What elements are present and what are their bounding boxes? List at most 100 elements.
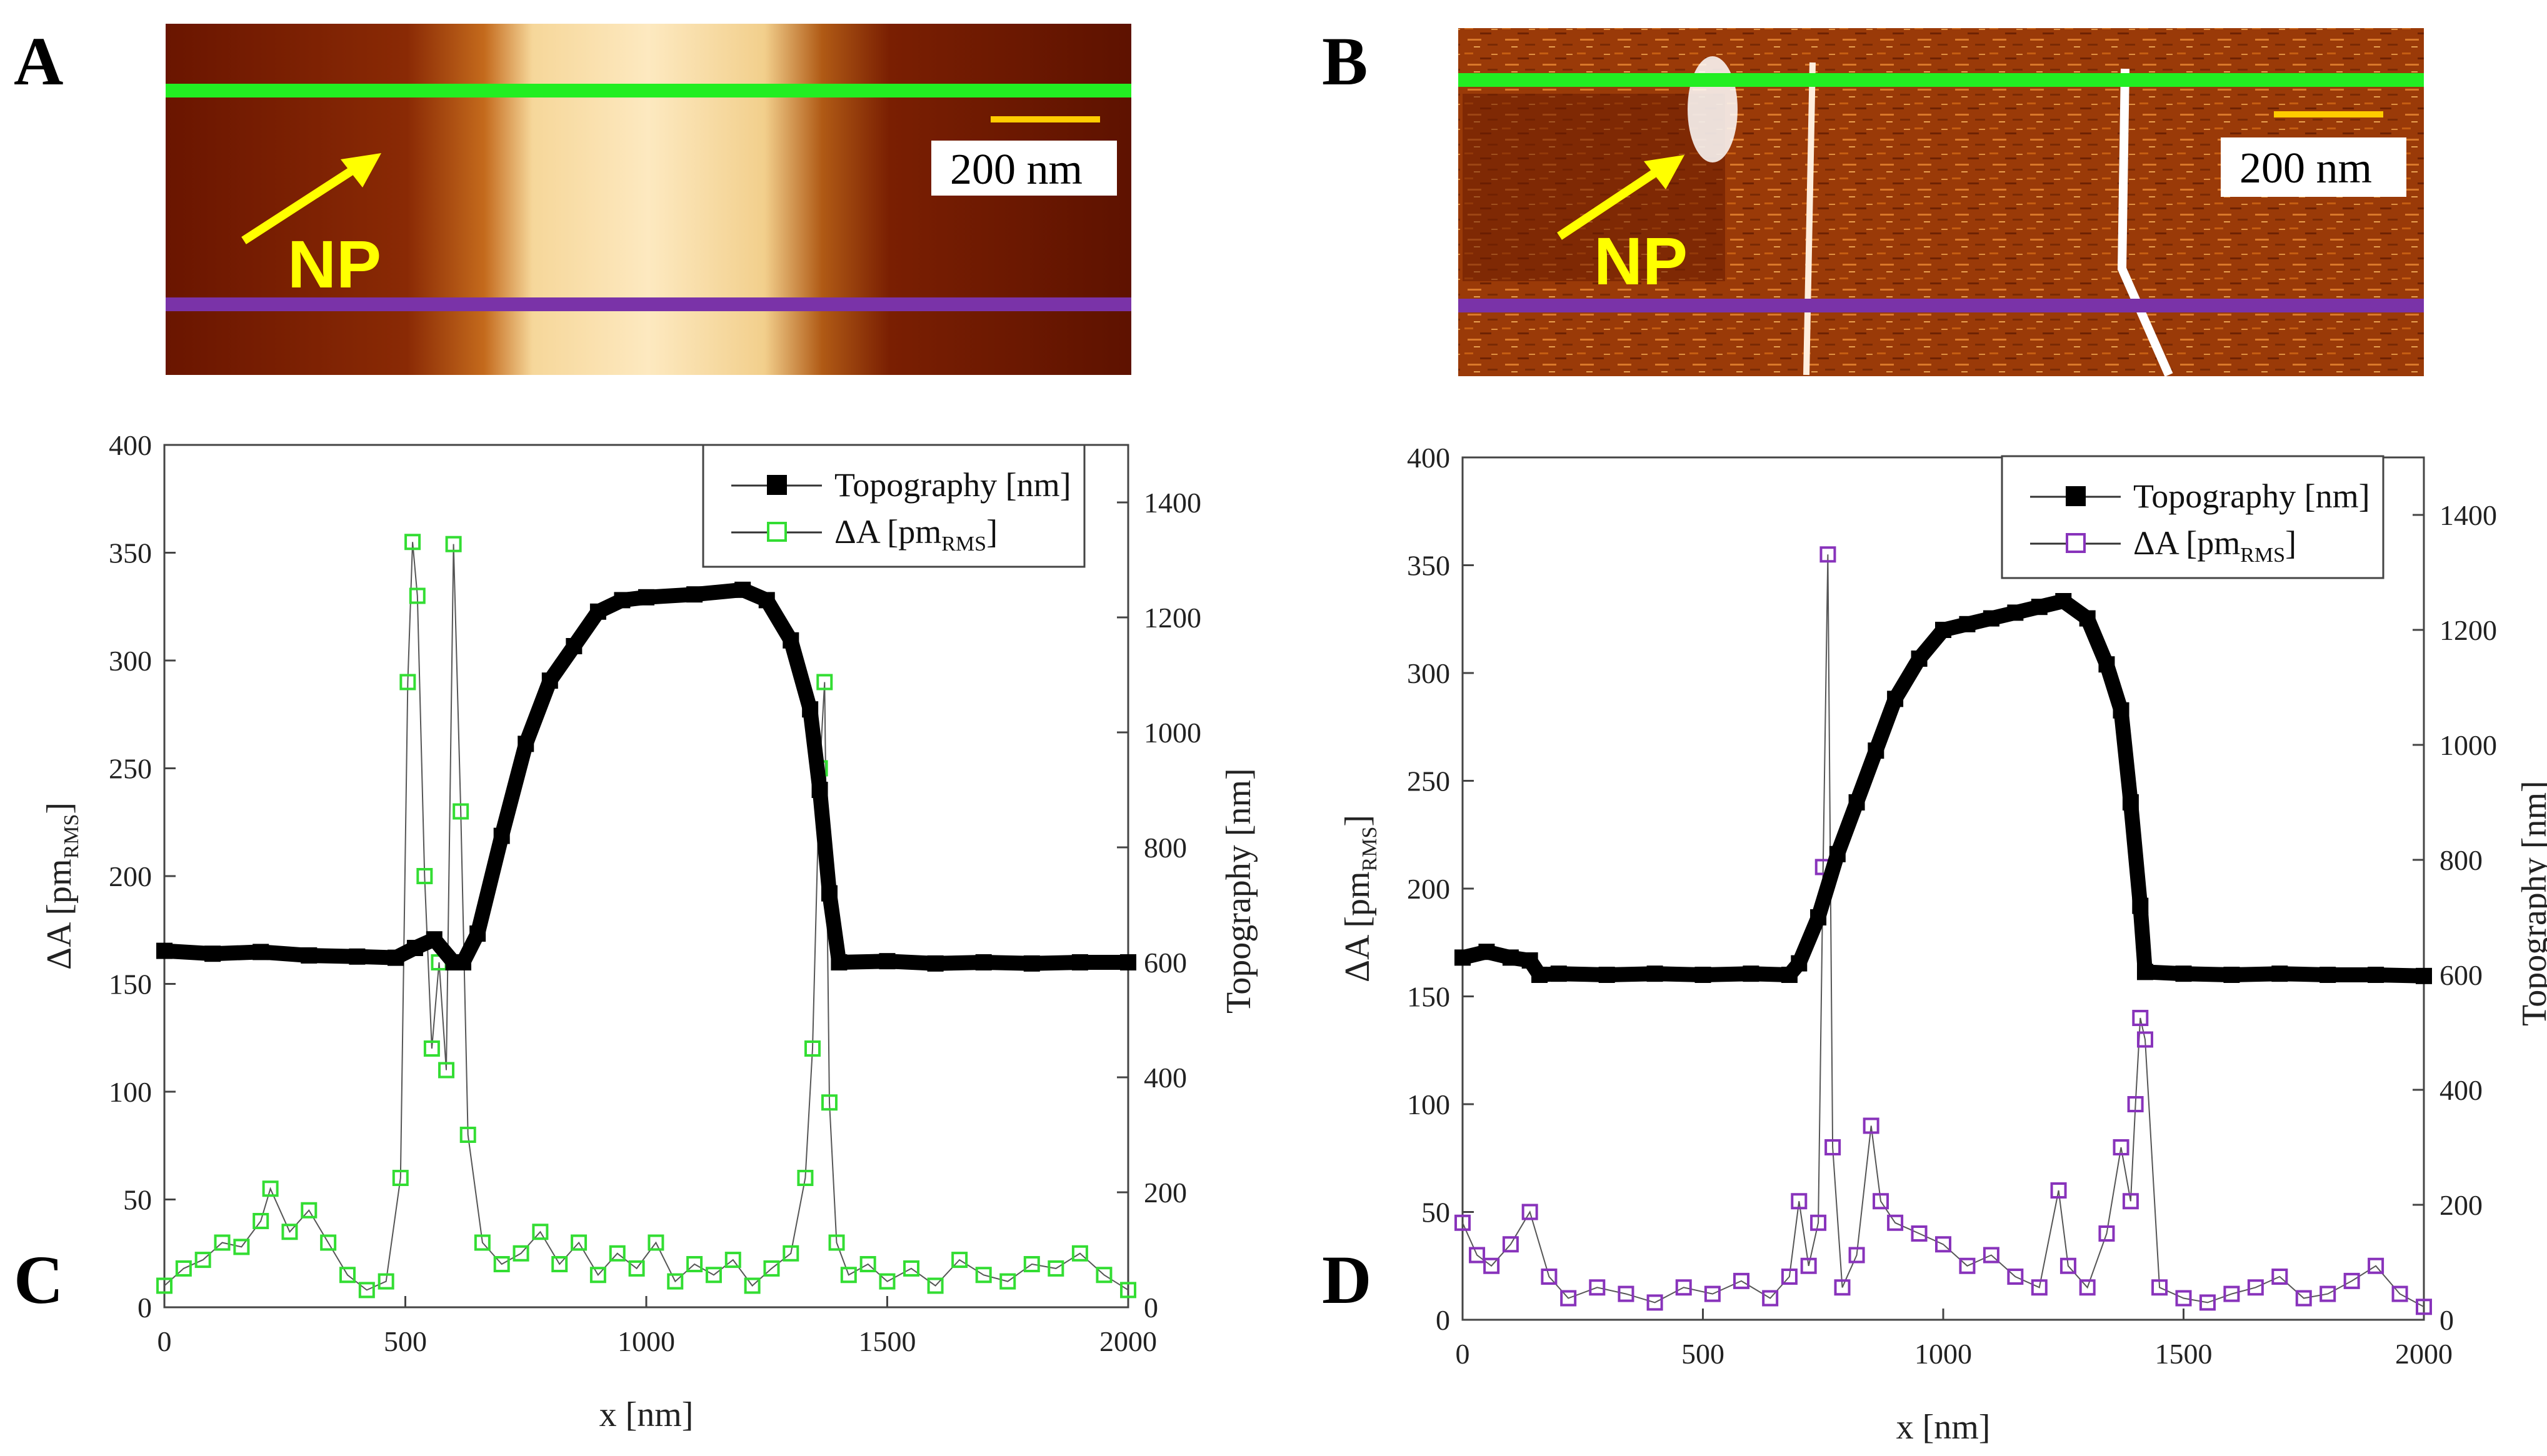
legend-amp-marker	[2066, 533, 2086, 553]
topography-point	[1120, 954, 1136, 970]
topography-point	[1829, 845, 1846, 862]
topography-point	[638, 589, 654, 606]
topography-point	[1646, 965, 1663, 982]
topography-point	[1983, 610, 1999, 627]
amplitude-point	[951, 1252, 968, 1269]
y-left-tick-label: 300	[1407, 657, 1450, 689]
amplitude-point	[2319, 1285, 2336, 1302]
y-left-tick-label: 250	[1407, 765, 1450, 797]
panel-label-b: B	[1322, 23, 1368, 99]
topography-point	[204, 945, 221, 962]
purple-scan-line-b	[1458, 299, 2424, 312]
panel-label-d: D	[1322, 1242, 1371, 1318]
amplitude-point	[1096, 1267, 1113, 1284]
topography-point	[1023, 955, 1040, 972]
y-right-tick-label: 200	[2439, 1189, 2483, 1221]
topography-point	[1743, 965, 1759, 982]
amplitude-point	[2247, 1279, 2264, 1296]
legend-box	[2001, 455, 2384, 579]
y-right-tick-label: 600	[2439, 959, 2483, 991]
amplitude-point	[999, 1273, 1016, 1290]
afm-image-b: 200 nm NP	[1458, 28, 2424, 377]
amplitude-point	[840, 1267, 857, 1284]
topography-point	[2368, 967, 2384, 983]
x-tick-label: 1500	[2155, 1338, 2213, 1370]
topography-point	[2113, 702, 2129, 719]
green-scan-line-b	[1458, 73, 2424, 87]
topography-point	[1868, 742, 1884, 759]
np-arrow-b	[1557, 162, 1668, 240]
np-arrow-a	[241, 160, 365, 244]
legend-topo-label: Topography [nm]	[2133, 477, 2370, 515]
amplitude-point	[1762, 1290, 1779, 1307]
y-right-tick-label: 400	[2439, 1074, 2483, 1106]
np-arrow-head-b	[1644, 155, 1684, 189]
amplitude-point	[927, 1277, 944, 1294]
topography-point	[783, 632, 799, 649]
y-left-tick-label: 350	[109, 537, 152, 569]
amplitude-point	[2223, 1285, 2240, 1302]
legend-amp-label: ΔA [pmRMS]	[834, 513, 998, 556]
amplitude-point	[1483, 1257, 1500, 1274]
topography-point	[2136, 964, 2153, 980]
amplitude-point	[859, 1256, 876, 1272]
topography-point	[156, 942, 173, 959]
topography-point	[566, 638, 583, 654]
topography-point	[975, 954, 992, 970]
amplitude-point	[1071, 1245, 1088, 1262]
amplitude-point	[2113, 1139, 2129, 1155]
topography-point	[388, 949, 404, 966]
amplitude-point	[1120, 1282, 1136, 1299]
y-left-tick-label: 350	[1407, 550, 1450, 582]
afm-topography-map	[166, 24, 1131, 375]
topography-point	[1454, 949, 1471, 966]
amplitude-point	[686, 1256, 703, 1272]
amplitude-point	[233, 1239, 250, 1255]
amplitude-point	[378, 1273, 394, 1290]
amplitude-point	[2050, 1182, 2067, 1199]
y-right-tick-label: 200	[1144, 1177, 1187, 1209]
topography-point	[1959, 616, 1976, 632]
topography-point	[2416, 967, 2432, 984]
amplitude-point	[1863, 1117, 1879, 1134]
y-left-tick-label: 0	[138, 1292, 152, 1324]
topography-point	[2271, 965, 2288, 982]
x-axis-title: x [nm]	[599, 1395, 694, 1434]
scale-box-a	[931, 141, 1117, 196]
amplitude-point	[301, 1202, 318, 1219]
topography-point	[1550, 965, 1567, 982]
x-tick-label: 2000	[1099, 1325, 1157, 1357]
scale-bar-b	[2274, 111, 2383, 117]
amplitude-point	[1541, 1269, 1558, 1285]
amplitude-point	[1675, 1279, 1692, 1296]
x-tick-label: 1000	[1914, 1338, 1972, 1370]
amplitude-point	[589, 1267, 606, 1284]
amplitude-point	[320, 1234, 337, 1251]
amplitude-point	[571, 1234, 588, 1251]
amplitude-point	[797, 1170, 814, 1186]
amplitude-point	[1502, 1236, 1519, 1253]
topography-point	[1694, 967, 1711, 983]
chart-c: 0 500 1000 1500 2000050100150200250300350400…	[40, 429, 1258, 1434]
y-right-axis-title: Topography [nm]	[2515, 780, 2547, 1026]
np-label-b: NP	[1594, 223, 1688, 299]
y-left-tick-label: 0	[1436, 1304, 1450, 1336]
amplitude-point	[2098, 1225, 2115, 1242]
y-right-axis-title: Topography [nm]	[1219, 768, 1258, 1014]
topography-point	[541, 672, 558, 689]
amplitude-point	[1819, 546, 1836, 563]
amplitude-point	[1023, 1256, 1040, 1272]
topography-point	[2031, 599, 2048, 616]
amplitude-point	[423, 1040, 440, 1057]
topography-point	[802, 701, 819, 718]
panel-label-c: C	[14, 1242, 63, 1318]
amplitude-point	[358, 1282, 375, 1299]
topography-point	[349, 948, 366, 965]
chart-d: 0 500 1000 1500 2000050100150200250300350400…	[1338, 442, 2547, 1447]
y-left-tick-label: 400	[109, 429, 152, 461]
amplitude-point	[2271, 1269, 2288, 1285]
topography-point	[455, 954, 472, 970]
topography-point	[1598, 967, 1615, 983]
amplitude-point	[1048, 1260, 1064, 1277]
